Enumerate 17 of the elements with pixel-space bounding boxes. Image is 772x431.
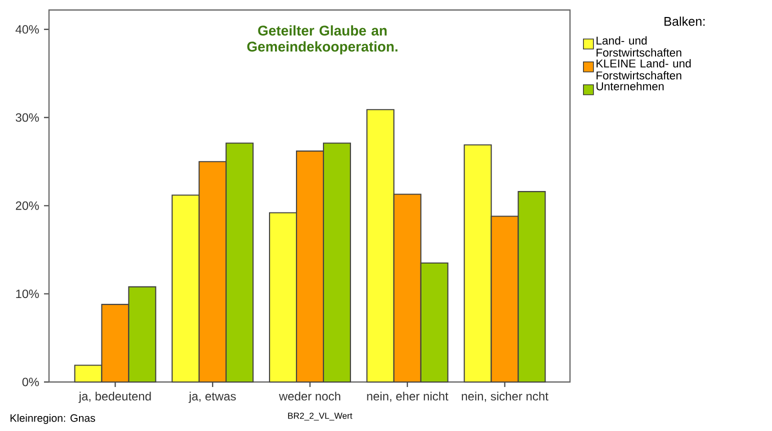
text: Kleinregion: Gnas (10, 414, 96, 424)
x-tick-label: ja, bedeutend (78, 392, 151, 403)
y-tick-label: 10% (16, 290, 39, 298)
legend-label: KLEINE Land- und Forstwirtschaften (596, 59, 691, 80)
legend-label: Land- und Forstwirtschaften (596, 36, 682, 57)
y-tick-label: 40% (16, 25, 39, 34)
x-tick-label: weder noch (278, 392, 340, 401)
text: Geteilter Glaube an Gemeindekooperation. (247, 25, 398, 54)
legend-title: Balken: (664, 16, 705, 26)
x-axis-title: BR2_2_VL_Wert (288, 412, 352, 420)
y-tick-label: 0% (22, 378, 39, 386)
y-tick-label: 30% (16, 113, 39, 122)
x-tick-label: nein, eher nicht (367, 392, 448, 402)
y-tick-label: 20% (16, 201, 39, 210)
legend-label: Unternehmen (596, 82, 664, 90)
x-tick-label: ja, etwas (188, 392, 236, 403)
x-tick-label: nein, sicher ncht (462, 392, 548, 402)
